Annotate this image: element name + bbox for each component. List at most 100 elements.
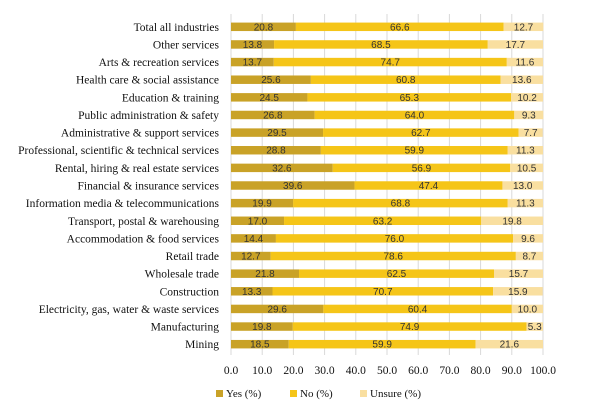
bar-segment — [295, 22, 504, 32]
data-label: 74.7 — [381, 58, 401, 69]
x-tick-label: 80.0 — [471, 365, 491, 377]
bar-segment — [506, 57, 543, 67]
bar-segment — [510, 163, 543, 173]
data-label: 7.7 — [524, 128, 538, 139]
data-label: 24.5 — [259, 93, 279, 104]
data-label: 29.6 — [267, 304, 287, 315]
data-label: 26.8 — [263, 110, 283, 121]
category-label: Rental, hiring & real estate services — [55, 163, 220, 175]
bar-segment — [481, 216, 543, 225]
data-label: 60.8 — [396, 75, 416, 86]
bar-segment — [231, 57, 274, 67]
bar-segment — [518, 128, 543, 137]
bars: 20.8 66.6 12.7 13.8 68.5 17.7 13.7 74.7 11.6 25.6… — [231, 22, 544, 351]
bar-segment — [231, 322, 293, 331]
bar-segment — [270, 251, 516, 261]
bar-segment — [515, 251, 543, 261]
data-label: 13.3 — [242, 287, 262, 298]
data-label: 19.8 — [252, 322, 272, 333]
bar-segment — [231, 146, 321, 155]
bar-segment — [272, 287, 494, 296]
category-label: Mining — [185, 339, 219, 351]
data-label: 56.9 — [412, 163, 432, 174]
data-label: 64.0 — [405, 110, 425, 121]
bar-segment — [502, 181, 543, 190]
data-label: 10.5 — [517, 163, 537, 174]
category-label: Financial & insurance services — [78, 181, 220, 193]
bar-segment — [231, 287, 273, 296]
data-label: 68.5 — [371, 40, 391, 51]
data-label: 74.9 — [400, 322, 420, 333]
data-label: 21.6 — [500, 340, 520, 351]
category-label: Public administration & safety — [78, 110, 219, 122]
x-tick-label: 20.0 — [283, 365, 303, 377]
bar-segment — [231, 40, 275, 49]
x-axis-tick-labels: 0.0 10.0 20.0 30.0 40.0 50.0 60.0 70.0 80.0 90.0 1… — [224, 365, 556, 377]
legend-swatch — [290, 390, 297, 397]
bar-segment — [354, 181, 503, 190]
bar-segment — [231, 304, 324, 314]
data-label: 28.8 — [266, 146, 286, 157]
data-label: 13.8 — [243, 40, 263, 51]
data-label: 21.8 — [255, 269, 275, 280]
category-label: Other services — [153, 39, 220, 51]
bar-segment — [307, 93, 512, 102]
bar-segment — [231, 269, 300, 278]
bar-segment — [231, 251, 271, 261]
x-tick-label: 70.0 — [439, 365, 459, 377]
category-label: Information media & telecommunications — [26, 198, 220, 210]
data-label: 66.6 — [390, 22, 410, 33]
bar-segment — [487, 40, 543, 49]
bar-segment — [507, 146, 543, 155]
bar-segment — [323, 304, 512, 314]
data-label: 62.7 — [411, 128, 431, 139]
data-label: 62.5 — [387, 269, 407, 280]
bar-segment — [231, 234, 276, 243]
bar-segment — [275, 234, 514, 243]
bar-segment — [231, 339, 289, 349]
data-label: 76.0 — [385, 234, 405, 245]
bar-segment — [500, 75, 543, 84]
data-label: 17.0 — [248, 216, 268, 227]
bar-segment — [293, 198, 508, 208]
bar-segment — [292, 322, 527, 331]
x-tick-label: 90.0 — [502, 365, 522, 377]
bar-segment — [526, 322, 543, 331]
x-tick-label: 10.0 — [252, 365, 272, 377]
data-label: 13.0 — [513, 181, 533, 192]
data-label: 25.6 — [261, 75, 281, 86]
data-label: 70.7 — [373, 287, 393, 298]
bar-segment — [231, 110, 315, 120]
legend-label: No (%) — [300, 388, 333, 400]
bar-segment — [310, 75, 501, 84]
x-tick-label: 40.0 — [346, 365, 366, 377]
bar-segment — [475, 339, 543, 349]
bar-segment — [231, 163, 333, 173]
x-tick-label: 0.0 — [224, 365, 239, 377]
category-label: Professional, scientific & technical ser… — [18, 145, 219, 157]
data-label: 78.6 — [384, 252, 404, 263]
category-label: Manufacturing — [151, 322, 220, 334]
bar-segment — [323, 128, 519, 137]
bar-segment — [231, 75, 311, 84]
data-label: 10.2 — [517, 93, 537, 104]
legend-swatch — [360, 390, 367, 397]
category-labels: Total all industries Other services Arts &… — [18, 22, 219, 351]
data-label: 32.6 — [272, 163, 292, 174]
data-label: 14.4 — [244, 234, 264, 245]
bar-segment — [503, 22, 544, 32]
bar-segment — [320, 146, 508, 155]
bar-segment — [299, 269, 495, 278]
data-label: 10.0 — [518, 304, 538, 315]
legend: Yes (%) No (%) Unsure (%) — [216, 388, 421, 400]
category-label: Transport, postal & warehousing — [68, 216, 219, 228]
category-label: Health care & social assistance — [76, 75, 219, 87]
bar-segment — [494, 269, 543, 278]
data-label: 9.3 — [522, 110, 536, 121]
bar-segment — [284, 216, 482, 225]
legend-swatch — [216, 390, 223, 397]
bar-segment — [511, 93, 543, 102]
bar-segment — [513, 234, 543, 243]
bar-segment — [511, 304, 543, 314]
data-label: 39.6 — [283, 181, 303, 192]
